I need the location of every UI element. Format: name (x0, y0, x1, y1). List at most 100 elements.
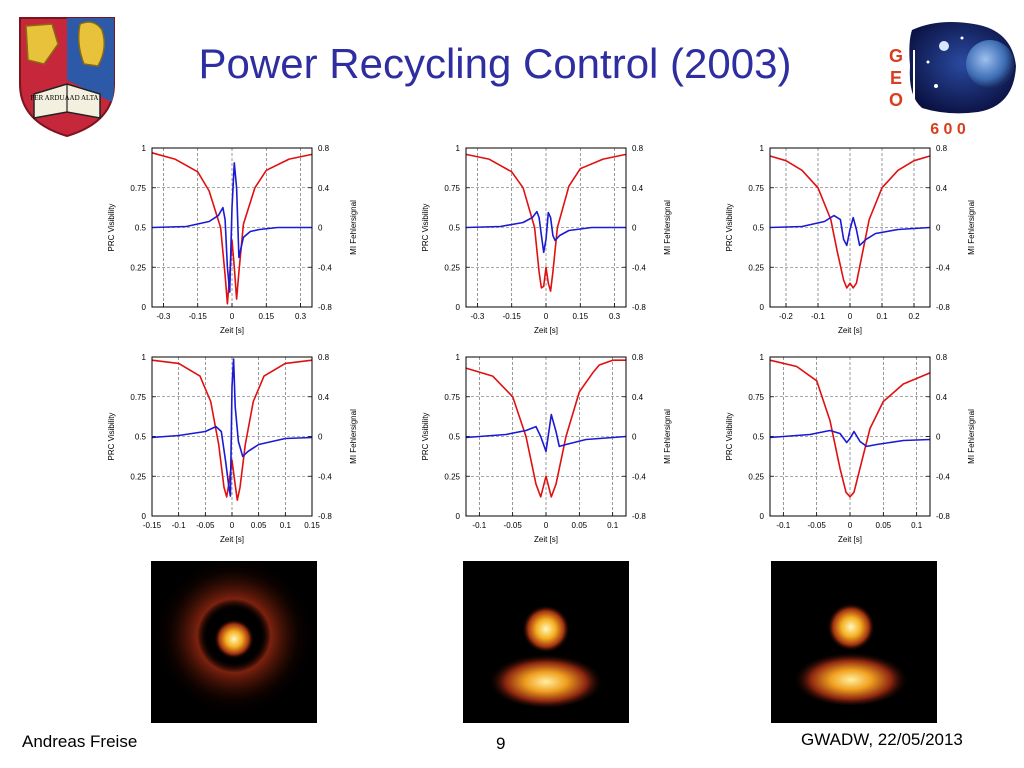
chart-6-y-tick-label: 0.5 (753, 433, 765, 442)
chart-6-y-tick-label: 0.25 (748, 472, 764, 481)
chart-5-x-tick-label: 0.05 (572, 521, 588, 530)
chart-2-y2-tick-label: 0.8 (632, 144, 644, 153)
chart-4-y2-tick-label: -0.8 (318, 512, 332, 521)
chart-1-series-line-1 (151, 152, 313, 305)
chart-4-x-tick-label: 0.15 (304, 521, 320, 530)
chart-4-y-tick-label: 0 (142, 512, 147, 521)
chart-6-y-tick-label: 0 (760, 512, 765, 521)
chart-2-series-line-2 (465, 210, 626, 254)
chart-5-y2-tick-label: -0.8 (632, 512, 646, 521)
chart-4-x-tick-label: 0 (230, 521, 235, 530)
chart-5-x-tick-label: -0.05 (504, 521, 523, 530)
chart-3-y2-tick-label: 0 (936, 224, 941, 233)
chart-6-x-tick-label: 0 (848, 521, 853, 530)
chart-5-y2-tick-label: 0.4 (632, 393, 644, 402)
chart-1-y-tick-label: 0.25 (130, 263, 146, 272)
chart-1-y-tick-label: 0.75 (130, 184, 146, 193)
chart-3-series-line-2 (769, 214, 931, 247)
chart-1-top-left: 0 -0.8 0.25 -0.4 0.5 0 0.75 0.4 1 0.8 -0.3 -0.15 0 0.… (107, 144, 358, 335)
footer-page-number: 9 (496, 734, 506, 753)
chart-5-y-tick-label: 0.25 (444, 472, 460, 481)
chart-3-x-axis-label: Zeit [s] (838, 326, 862, 335)
chart-4-series-line-1 (151, 359, 313, 501)
geo600-logo: G E O 6 0 0 (889, 22, 1016, 138)
chart-2-y2-tick-label: 0 (632, 224, 637, 233)
chart-1-series-line-2 (151, 162, 312, 293)
chart-5-y-tick-label: 0 (456, 512, 461, 521)
chart-4-y-tick-label: 0.25 (130, 472, 146, 481)
geo-letter-e: E (890, 68, 902, 88)
chart-5-bottom-middle: 0 -0.8 0.25 -0.4 0.5 0 0.75 0.4 1 0.8 -0.1 -0.05 0 0.… (421, 353, 672, 544)
chart-3-y-tick-label: 0.75 (748, 184, 764, 193)
chart-4-bottom-left: 0 -0.8 0.25 -0.4 0.5 0 0.75 0.4 1 0.8 -0.15 -0.1 -0.… (107, 353, 358, 544)
chart-6-y2-axis-label: MI Fehlersignal (967, 409, 976, 464)
university-crest-logo: PER ARDUA AD ALTA (19, 17, 115, 138)
chart-5-y2-tick-label: -0.4 (632, 472, 646, 481)
chart-6-y-tick-label: 1 (760, 353, 765, 362)
footer-event-date: GWADW, 22/05/2013 (801, 730, 963, 749)
chart-2-frame (465, 147, 627, 308)
chart-3-x-tick-label: 0.1 (876, 312, 888, 321)
chart-3-y2-tick-label: 0.4 (936, 184, 948, 193)
chart-6-y2-tick-label: 0 (936, 433, 941, 442)
chart-6-series-line-1 (769, 359, 931, 498)
chart-4-y-tick-label: 0.5 (135, 433, 147, 442)
chart-1-frame (151, 147, 313, 308)
chart-5-y2-axis-label: MI Fehlersignal (663, 409, 672, 464)
chart-2-y-axis-label: PRC Visibility (421, 204, 430, 252)
chart-2-y-tick-label: 1 (456, 144, 461, 153)
chart-1-x-tick-label: -0.3 (157, 312, 171, 321)
chart-5-x-tick-label: 0.1 (607, 521, 619, 530)
chart-1-x-axis-label: Zeit [s] (220, 326, 244, 335)
chart-6-frame (769, 356, 931, 517)
chart-4-y-tick-label: 1 (142, 353, 147, 362)
chart-3-x-tick-label: -0.1 (811, 312, 825, 321)
chart-5-y-tick-label: 1 (456, 353, 461, 362)
chart-1-x-tick-label: -0.15 (189, 312, 208, 321)
chart-2-y-tick-label: 0.75 (444, 184, 460, 193)
chart-4-x-axis-label: Zeit [s] (220, 535, 244, 544)
chart-6-x-tick-label: -0.1 (776, 521, 790, 530)
chart-4-x-tick-label: 0.1 (280, 521, 292, 530)
chart-1-y2-tick-label: 0.4 (318, 184, 330, 193)
chart-5-x-tick-label: 0 (544, 521, 549, 530)
chart-4-y2-tick-label: -0.4 (318, 472, 332, 481)
chart-1-y2-axis-label: MI Fehlersignal (349, 200, 358, 255)
chart-4-y2-tick-label: 0.4 (318, 393, 330, 402)
chart-3-y2-axis-label: MI Fehlersignal (967, 200, 976, 255)
chart-5-y-tick-label: 0.5 (449, 433, 461, 442)
chart-1-y2-tick-label: 0.8 (318, 144, 330, 153)
chart-6-y2-tick-label: 0.4 (936, 393, 948, 402)
chart-4-x-tick-label: -0.1 (172, 521, 186, 530)
chart-4-y2-axis-label: MI Fehlersignal (349, 409, 358, 464)
chart-1-y2-tick-label: -0.8 (318, 303, 332, 312)
chart-1-x-tick-label: 0.3 (295, 312, 307, 321)
footer-author: Andreas Freise (22, 732, 138, 751)
chart-3-y2-tick-label: -0.4 (936, 263, 950, 272)
beam-mode-image-2 (463, 561, 629, 723)
chart-6-x-tick-label: 0.05 (876, 521, 892, 530)
chart-4-y-axis-label: PRC Visibility (107, 413, 116, 461)
chart-2-x-tick-label: -0.3 (471, 312, 485, 321)
chart-4-series-line-2 (151, 358, 313, 497)
chart-2-y2-tick-label: 0.4 (632, 184, 644, 193)
chart-2-x-tick-label: 0.3 (609, 312, 621, 321)
chart-3-top-right: 0 -0.8 0.25 -0.4 0.5 0 0.75 0.4 1 0.8 -0.2 -0.1 0 0.1… (725, 144, 976, 335)
chart-3-y-tick-label: 0.25 (748, 263, 764, 272)
chart-2-top-middle: 0 -0.8 0.25 -0.4 0.5 0 0.75 0.4 1 0.8 -0.3 -0.15 0 0.… (421, 144, 672, 335)
chart-6-y2-tick-label: -0.8 (936, 512, 950, 521)
chart-2-x-tick-label: -0.15 (503, 312, 522, 321)
geo-letter-o: O (889, 90, 903, 110)
chart-1-y-axis-label: PRC Visibility (107, 204, 116, 252)
chart-5-y2-tick-label: 0 (632, 433, 637, 442)
beam-mode-image-1 (151, 561, 317, 723)
chart-1-y-tick-label: 1 (142, 144, 147, 153)
chart-5-y-tick-label: 0.75 (444, 393, 460, 402)
chart-2-x-tick-label: 0 (544, 312, 549, 321)
chart-4-y2-tick-label: 0.8 (318, 353, 330, 362)
chart-5-x-axis-label: Zeit [s] (534, 535, 558, 544)
chart-5-series-line-2 (465, 413, 627, 453)
chart-4-x-tick-label: -0.05 (196, 521, 215, 530)
chart-6-y-tick-label: 0.75 (748, 393, 764, 402)
chart-5-frame (465, 356, 627, 517)
